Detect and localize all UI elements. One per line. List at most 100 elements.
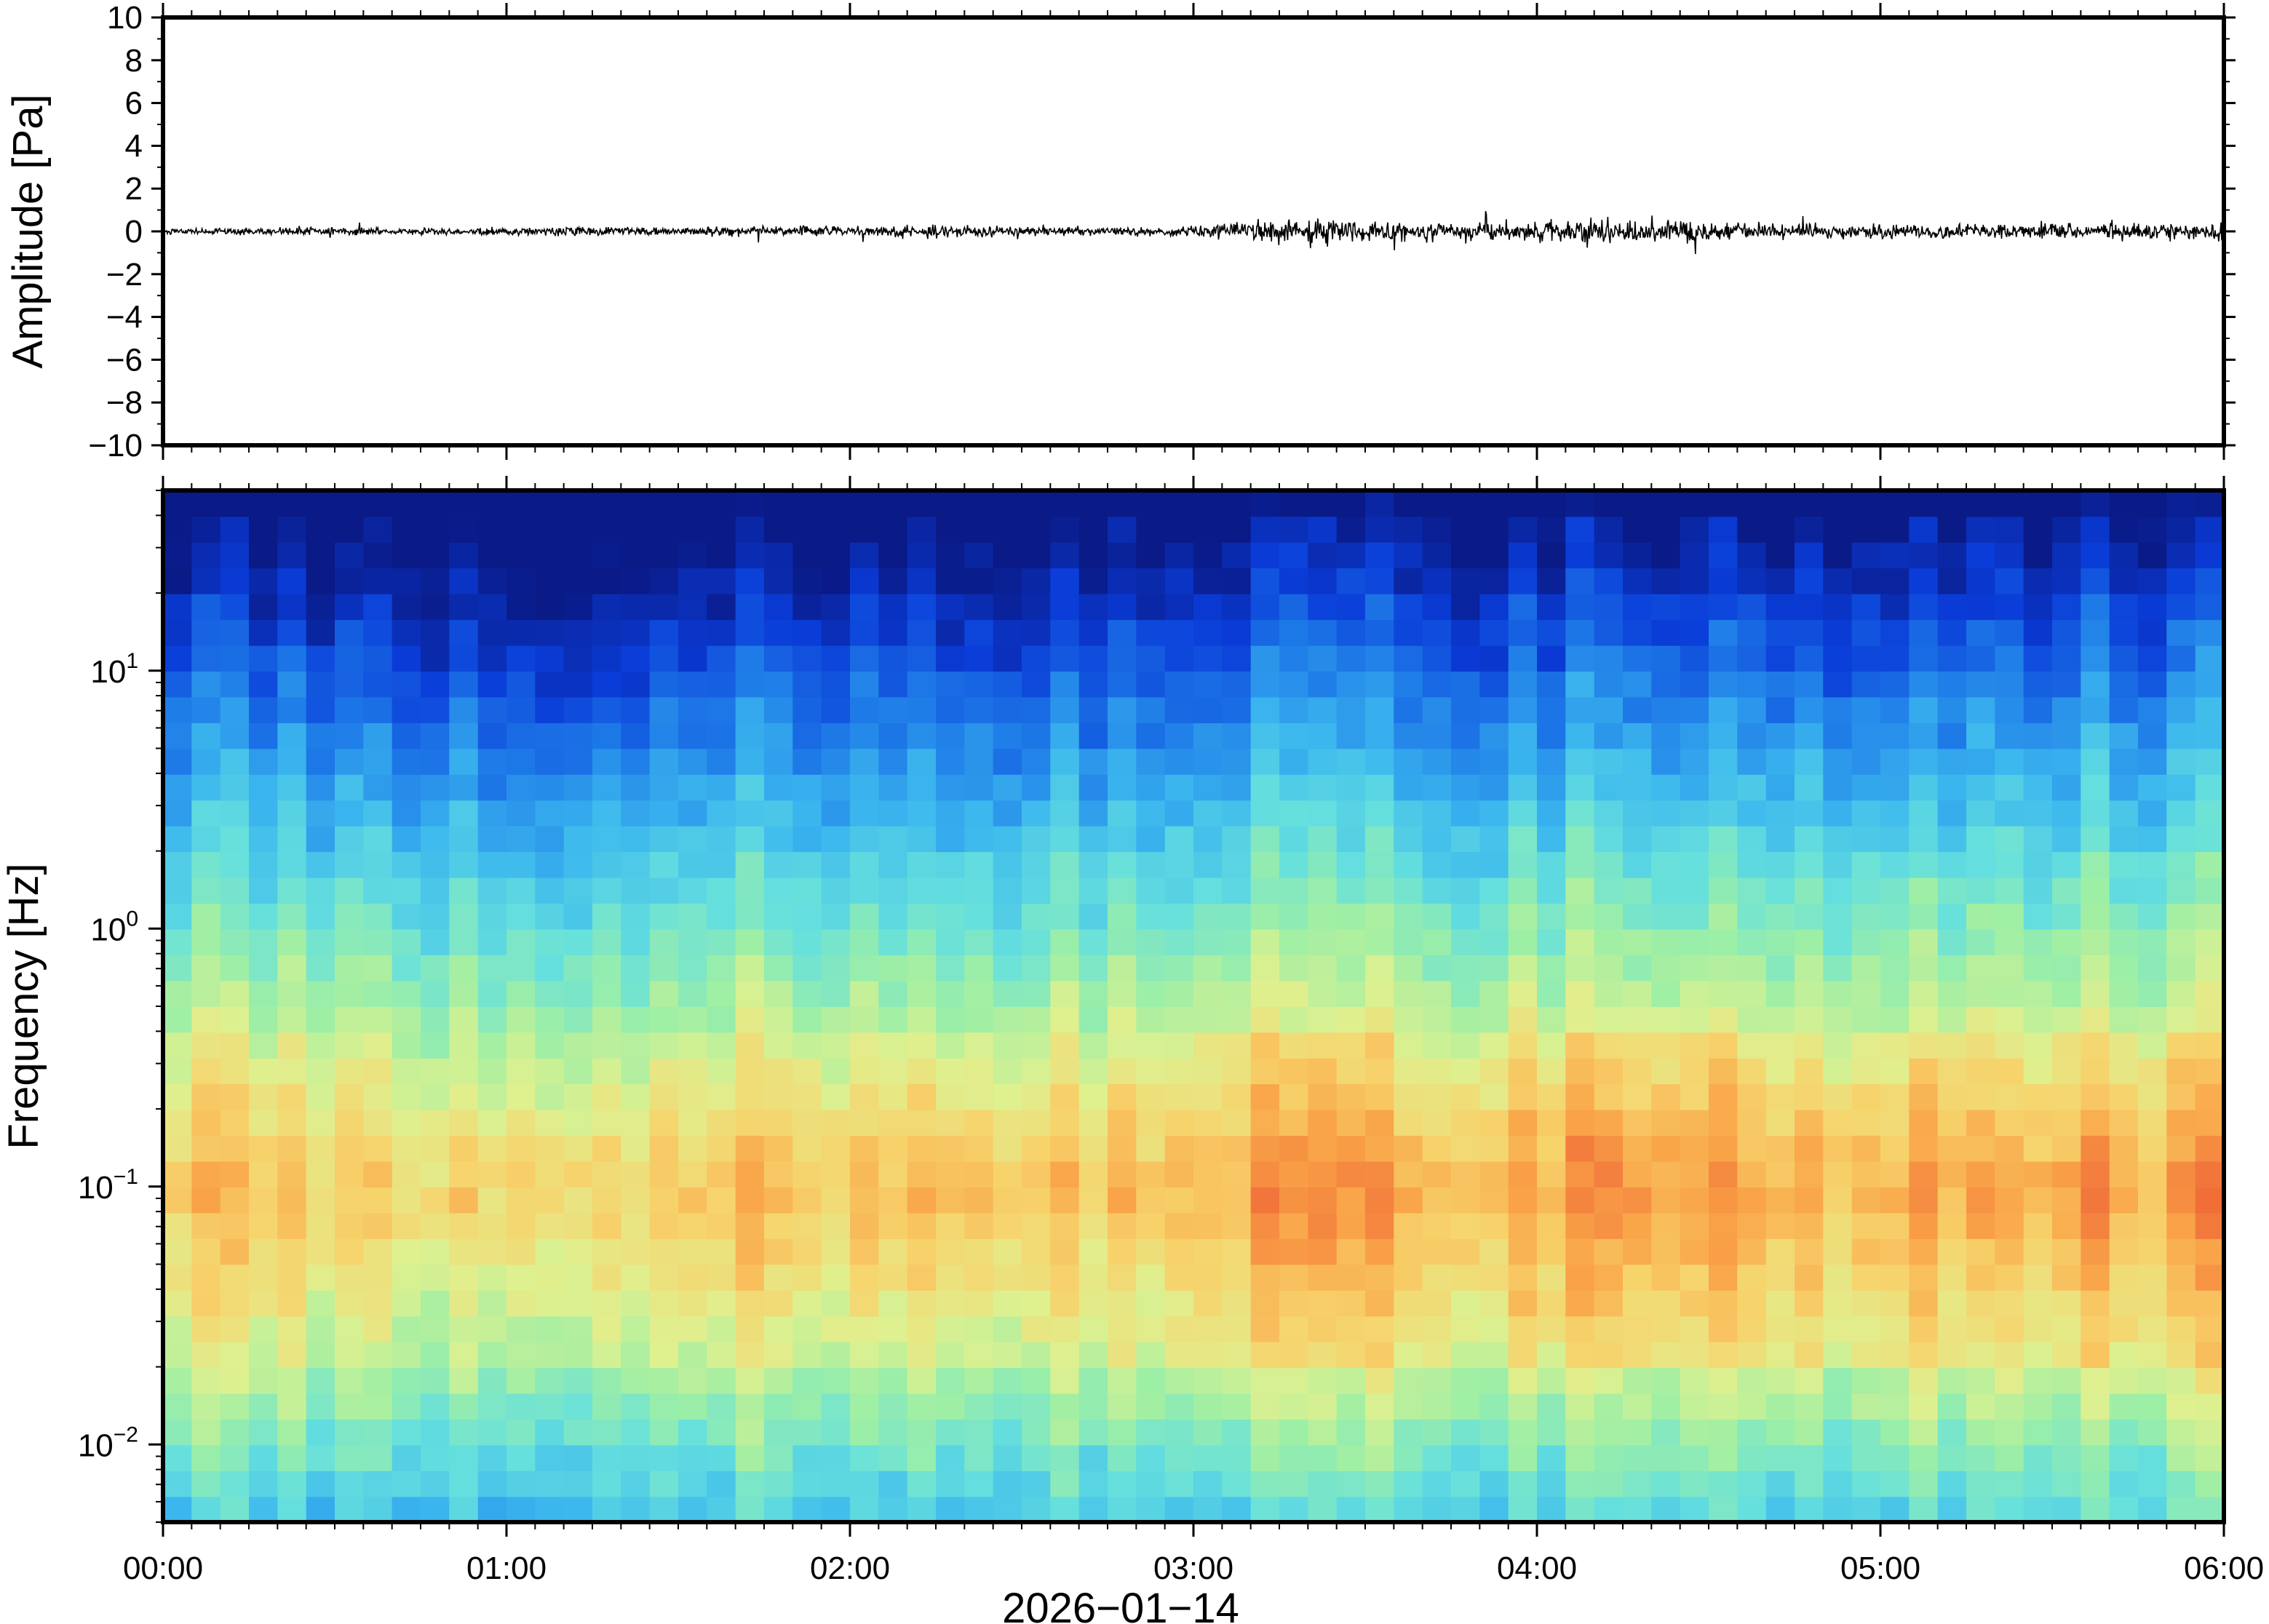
spectrogram-cell: [792, 800, 822, 827]
spectrogram-cell: [1164, 1393, 1194, 1420]
spectrogram-cell: [1078, 671, 1108, 698]
spectrogram-cell: [163, 955, 193, 982]
spectrogram-cell: [1937, 490, 1967, 517]
spectrogram-cell: [163, 877, 193, 904]
spectrogram-cell: [1565, 877, 1595, 904]
spectrogram-cell: [392, 980, 421, 1007]
spectrogram-cell: [735, 877, 765, 904]
spectrogram-cell: [993, 748, 1022, 775]
spectrogram-cell: [1250, 774, 1280, 801]
spectrogram-cell: [449, 1187, 479, 1214]
spectrogram-cell: [506, 800, 536, 827]
spectrogram-cell: [1737, 1393, 1767, 1420]
spectrogram-cell: [1336, 877, 1366, 904]
spectrogram-cell: [363, 748, 393, 775]
spectrogram-cell: [1765, 1470, 1795, 1497]
spectrogram-cell: [2081, 748, 2110, 775]
spectrogram-cell: [735, 568, 765, 594]
spectrogram-cell: [1966, 877, 1996, 904]
spectrogram-cell: [1422, 980, 1452, 1007]
spectrogram-cell: [1680, 1496, 1709, 1523]
spectrogram-cell: [678, 1006, 708, 1033]
spectrogram-cell: [1623, 568, 1653, 594]
spectrogram-cell: [1909, 490, 1939, 517]
spectrogram-cell: [1479, 671, 1509, 698]
spectrogram-cell: [821, 800, 851, 827]
spectrogram-cell: [191, 1496, 221, 1523]
spectrogram-cell: [249, 1057, 279, 1085]
spectrogram-cell: [764, 490, 794, 517]
spectrogram-cell: [1709, 1393, 1738, 1420]
spectrogram-cell: [1909, 1419, 1939, 1446]
spectrogram-cell: [506, 1367, 536, 1394]
spectrogram-cell: [850, 1341, 880, 1369]
spectrogram-cell: [1995, 1109, 2024, 1137]
spectrogram-cell: [2138, 516, 2168, 543]
spectrogram-cell: [1651, 774, 1681, 801]
spectrogram-cell: [707, 1341, 736, 1369]
spectrogram-cell: [1193, 980, 1223, 1007]
spectrogram-cell: [1422, 541, 1452, 569]
spectrogram-cell: [1709, 1057, 1738, 1085]
spectrogram-cell: [191, 1393, 221, 1420]
spectrogram-cell: [506, 1057, 536, 1085]
spectrogram-cell: [392, 903, 421, 930]
spectrogram-cell: [964, 1496, 994, 1523]
spectrogram-cell: [249, 1109, 279, 1137]
spectrogram-cell: [592, 568, 622, 594]
spectrogram-cell: [2109, 1315, 2139, 1342]
spectrogram-cell: [2138, 593, 2168, 621]
spectrogram-cell: [191, 516, 221, 543]
spectrogram-cell: [878, 696, 908, 723]
spectrogram-cell: [1422, 1135, 1452, 1162]
spectrogram-cell: [363, 800, 393, 827]
spectrogram-cell: [1308, 490, 1338, 517]
spectrogram-cell: [621, 568, 651, 594]
spectrogram-cell: [1279, 1264, 1309, 1291]
spectrogram-cell: [1308, 619, 1338, 646]
spectrogram-cell: [249, 1315, 279, 1342]
spectrogram-cell: [163, 980, 193, 1007]
spectrogram-cell: [678, 696, 708, 723]
spectrogram-cell: [1365, 748, 1395, 775]
spectrogram-cell: [821, 774, 851, 801]
spectrogram-cell: [249, 851, 279, 878]
spectrogram-cell: [1537, 1161, 1567, 1187]
spectrogram-cell: [1078, 1290, 1108, 1317]
spectrogram-cell: [907, 1187, 937, 1214]
spectrogram-cell: [1336, 1264, 1366, 1291]
spectrogram-cell: [220, 1057, 250, 1085]
spectrogram-cell: [1594, 1470, 1624, 1497]
spectrogram-cell: [1365, 1212, 1395, 1239]
spectrogram-cell: [2052, 1444, 2082, 1471]
spectrogram-cell: [1308, 955, 1338, 982]
spectrogram-cell: [1394, 645, 1423, 672]
spectrogram-cell: [1594, 980, 1624, 1007]
spectrogram-cell: [2023, 516, 2053, 543]
spectrogram-cell: [1279, 851, 1309, 878]
spectrogram-cell: [1394, 541, 1423, 569]
spectrogram-cell: [277, 1109, 307, 1137]
spectrogram-cell: [392, 928, 421, 955]
spectrogram-cell: [2138, 1238, 2168, 1265]
spectrogram-cell: [306, 800, 335, 827]
spectrogram-cell: [2023, 800, 2053, 827]
spectrogram-cell: [707, 800, 736, 827]
spectrogram-cell: [1108, 748, 1137, 775]
spectrogram-cell: [1193, 1419, 1223, 1446]
spectrogram-cell: [1164, 593, 1194, 621]
spectrogram-cell: [2166, 1006, 2196, 1033]
spectrogram-cell: [2138, 955, 2168, 982]
spectrogram-cell: [907, 1367, 937, 1394]
x-tick-label: 04:00: [1497, 1551, 1577, 1586]
spectrogram-cell: [1078, 877, 1108, 904]
spectrogram-cell: [1651, 1264, 1681, 1291]
spectrogram-cell: [1279, 774, 1309, 801]
spectrogram-cell: [1737, 1367, 1767, 1394]
spectrogram-cell: [1937, 825, 1967, 853]
spectrogram-cell: [1279, 1367, 1309, 1394]
spectrogram-cell: [907, 1393, 937, 1420]
spectrogram-cell: [163, 774, 193, 801]
spectrogram-cell: [649, 825, 679, 853]
spectrogram-cell: [1136, 1212, 1166, 1239]
